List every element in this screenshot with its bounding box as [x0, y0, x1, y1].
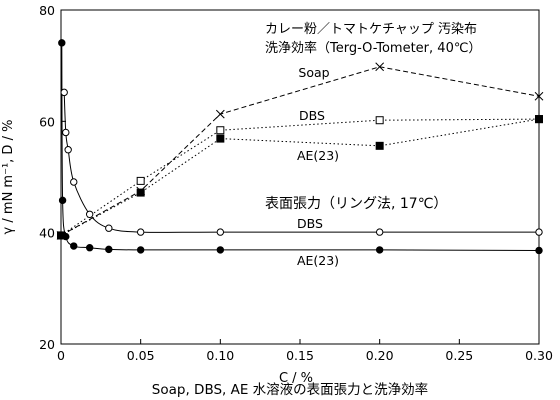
axes-layer: 0 0.05 0.10 0.15 0.20 0.25 0.30 20 40 60 80 — [39, 3, 553, 363]
detergency-title-line1: カレー粉／トマトケチャップ 汚染布 — [265, 22, 477, 37]
data-point-dbs-surface-tension — [64, 146, 72, 154]
x-tick-label: 0.20 — [366, 348, 394, 363]
data-point-ae-23-detergency — [375, 141, 384, 150]
y-tick-label: 60 — [39, 114, 55, 129]
data-point-ae-23-surface-tension — [70, 242, 78, 250]
series-label-soap: Soap — [298, 65, 329, 80]
series-label-ae-detergency: AE(23) — [297, 148, 339, 163]
data-point-ae-23-surface-tension — [535, 246, 543, 255]
data-point-soap-detergency — [375, 62, 385, 72]
data-point-ae-23-detergency — [216, 134, 225, 143]
x-tick-label: 0.25 — [445, 348, 473, 363]
data-point-ae-23-surface-tension — [136, 246, 145, 254]
data-point-dbs-surface-tension — [535, 228, 543, 236]
data-point-ae-23-surface-tension — [58, 39, 66, 47]
data-point-dbs-detergency — [216, 126, 225, 135]
data-point-soap-detergency — [215, 109, 225, 119]
data-point-ae-23-surface-tension — [375, 246, 384, 254]
data-point-dbs-surface-tension — [62, 128, 70, 137]
x-axis-label: C / % — [279, 371, 313, 386]
data-point-ae-23-surface-tension — [105, 245, 113, 254]
data-point-dbs-surface-tension — [136, 228, 145, 236]
data-point-dbs-surface-tension — [375, 228, 384, 236]
data-point-ae-23-surface-tension — [58, 196, 67, 205]
x-tick-label: 0.05 — [127, 348, 155, 363]
x-tick-label: 0.15 — [286, 348, 314, 363]
surface-tension-title: 表面張力（リング法, 17℃） — [265, 196, 447, 212]
plot-frame — [60, 9, 540, 345]
data-point-dbs-surface-tension — [85, 210, 94, 218]
detergency-title-line2: 洗浄効率（Terg-O-Tometer, 40℃） — [265, 40, 481, 56]
y-tick-label: 40 — [39, 226, 55, 241]
x-tick-label: 0.10 — [206, 348, 234, 363]
data-point-dbs-surface-tension — [70, 178, 78, 186]
data-point-dbs-detergency — [375, 116, 384, 125]
data-point-dbs-detergency — [136, 176, 145, 185]
data-point-ae-23-surface-tension — [85, 243, 94, 252]
y-axis-label: γ / mN m⁻¹, D / % — [1, 120, 16, 235]
y-tick-label: 20 — [39, 337, 55, 352]
markers-layer — [56, 39, 544, 255]
chart-title: Soap, DBS, AE 水溶液の表面張力と洗浄効率 — [152, 381, 428, 398]
series-label-dbs-detergency: DBS — [299, 108, 325, 123]
data-point-dbs-surface-tension — [60, 88, 68, 97]
data-point-ae-23-surface-tension — [62, 232, 70, 241]
data-point-soap-detergency — [534, 91, 544, 101]
data-point-ae-23-detergency — [136, 188, 145, 197]
data-point-dbs-surface-tension — [216, 228, 225, 236]
series-label-ae-surface-tension: AE(23) — [297, 253, 339, 268]
data-point-ae-23-surface-tension — [216, 246, 225, 254]
data-point-ae-23-detergency — [535, 115, 543, 124]
series-line-dbs-detergency — [60, 118, 540, 236]
x-tick-label: 0.30 — [525, 348, 553, 363]
data-point-dbs-surface-tension — [105, 224, 113, 232]
y-tick-label: 80 — [39, 3, 55, 18]
x-tick-label: 0 — [57, 348, 65, 363]
series-label-dbs-surface-tension: DBS — [297, 216, 323, 231]
series-line-ae-23-detergency — [60, 118, 540, 236]
